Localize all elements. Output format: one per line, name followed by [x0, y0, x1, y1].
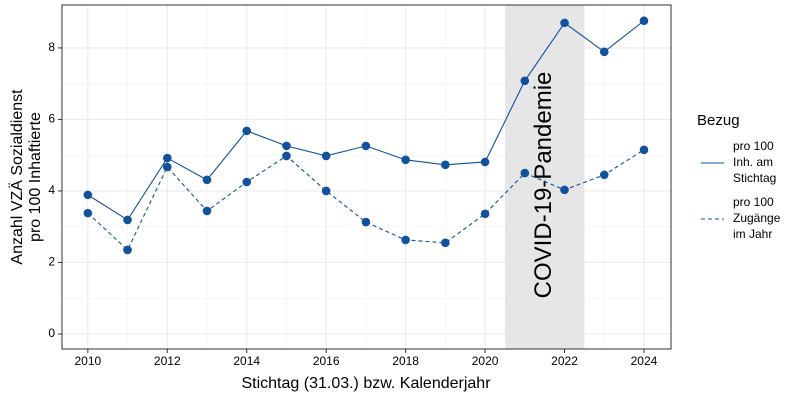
x-tick-label: 2010	[74, 354, 101, 368]
data-point	[321, 186, 331, 196]
data-point	[361, 217, 371, 227]
data-point	[639, 16, 649, 26]
x-tick-label: 2016	[313, 354, 340, 368]
data-point	[520, 168, 530, 178]
data-point	[480, 157, 490, 167]
x-tick-label: 2024	[631, 354, 658, 368]
data-point	[202, 206, 212, 216]
y-tick-label: 8	[48, 40, 55, 54]
y-tick-label: 4	[48, 183, 55, 197]
y-tick-label: 0	[48, 326, 55, 340]
x-axis-title: Stichtag (31.03.) bzw. Kalenderjahr	[241, 375, 491, 392]
data-point	[123, 215, 132, 225]
data-point	[441, 160, 450, 170]
data-point	[560, 18, 569, 28]
legend-label: pro 100 Inh. am Stichtag	[733, 139, 776, 185]
legend-title: Bezug	[697, 112, 740, 129]
plot-border	[61, 4, 672, 350]
data-point	[282, 151, 291, 161]
data-point	[480, 209, 490, 219]
data-point	[202, 175, 212, 185]
legend-label: pro 100 Zugänge im Jahr	[733, 195, 781, 241]
shaded-region	[504, 5, 585, 349]
data-point	[83, 190, 93, 200]
x-tick-label: 2022	[551, 354, 578, 368]
data-point	[282, 141, 291, 151]
data-point	[242, 177, 252, 187]
data-point	[162, 162, 172, 172]
x-tick-label: 2012	[154, 354, 181, 368]
y-axis-title: Anzahl VZÄ Sozialdienstpro 100 Inhaftier…	[8, 89, 44, 265]
data-point	[321, 151, 331, 161]
data-point	[599, 47, 609, 57]
y-tick-label: 6	[48, 112, 55, 126]
x-tick-label: 2014	[233, 354, 260, 368]
data-point	[441, 238, 450, 248]
y-tick-label: 2	[48, 255, 55, 269]
data-point	[361, 141, 371, 151]
data-point	[599, 170, 609, 180]
data-point	[162, 153, 172, 163]
data-point	[123, 245, 132, 255]
x-tick-label: 2018	[392, 354, 419, 368]
data-point	[401, 235, 410, 245]
series-line	[87, 149, 645, 251]
data-point	[83, 208, 93, 218]
data-point	[639, 145, 649, 155]
data-point	[401, 155, 410, 165]
data-point	[242, 126, 252, 136]
data-point	[520, 76, 530, 86]
x-tick-label: 2020	[472, 354, 499, 368]
data-point	[560, 185, 569, 195]
